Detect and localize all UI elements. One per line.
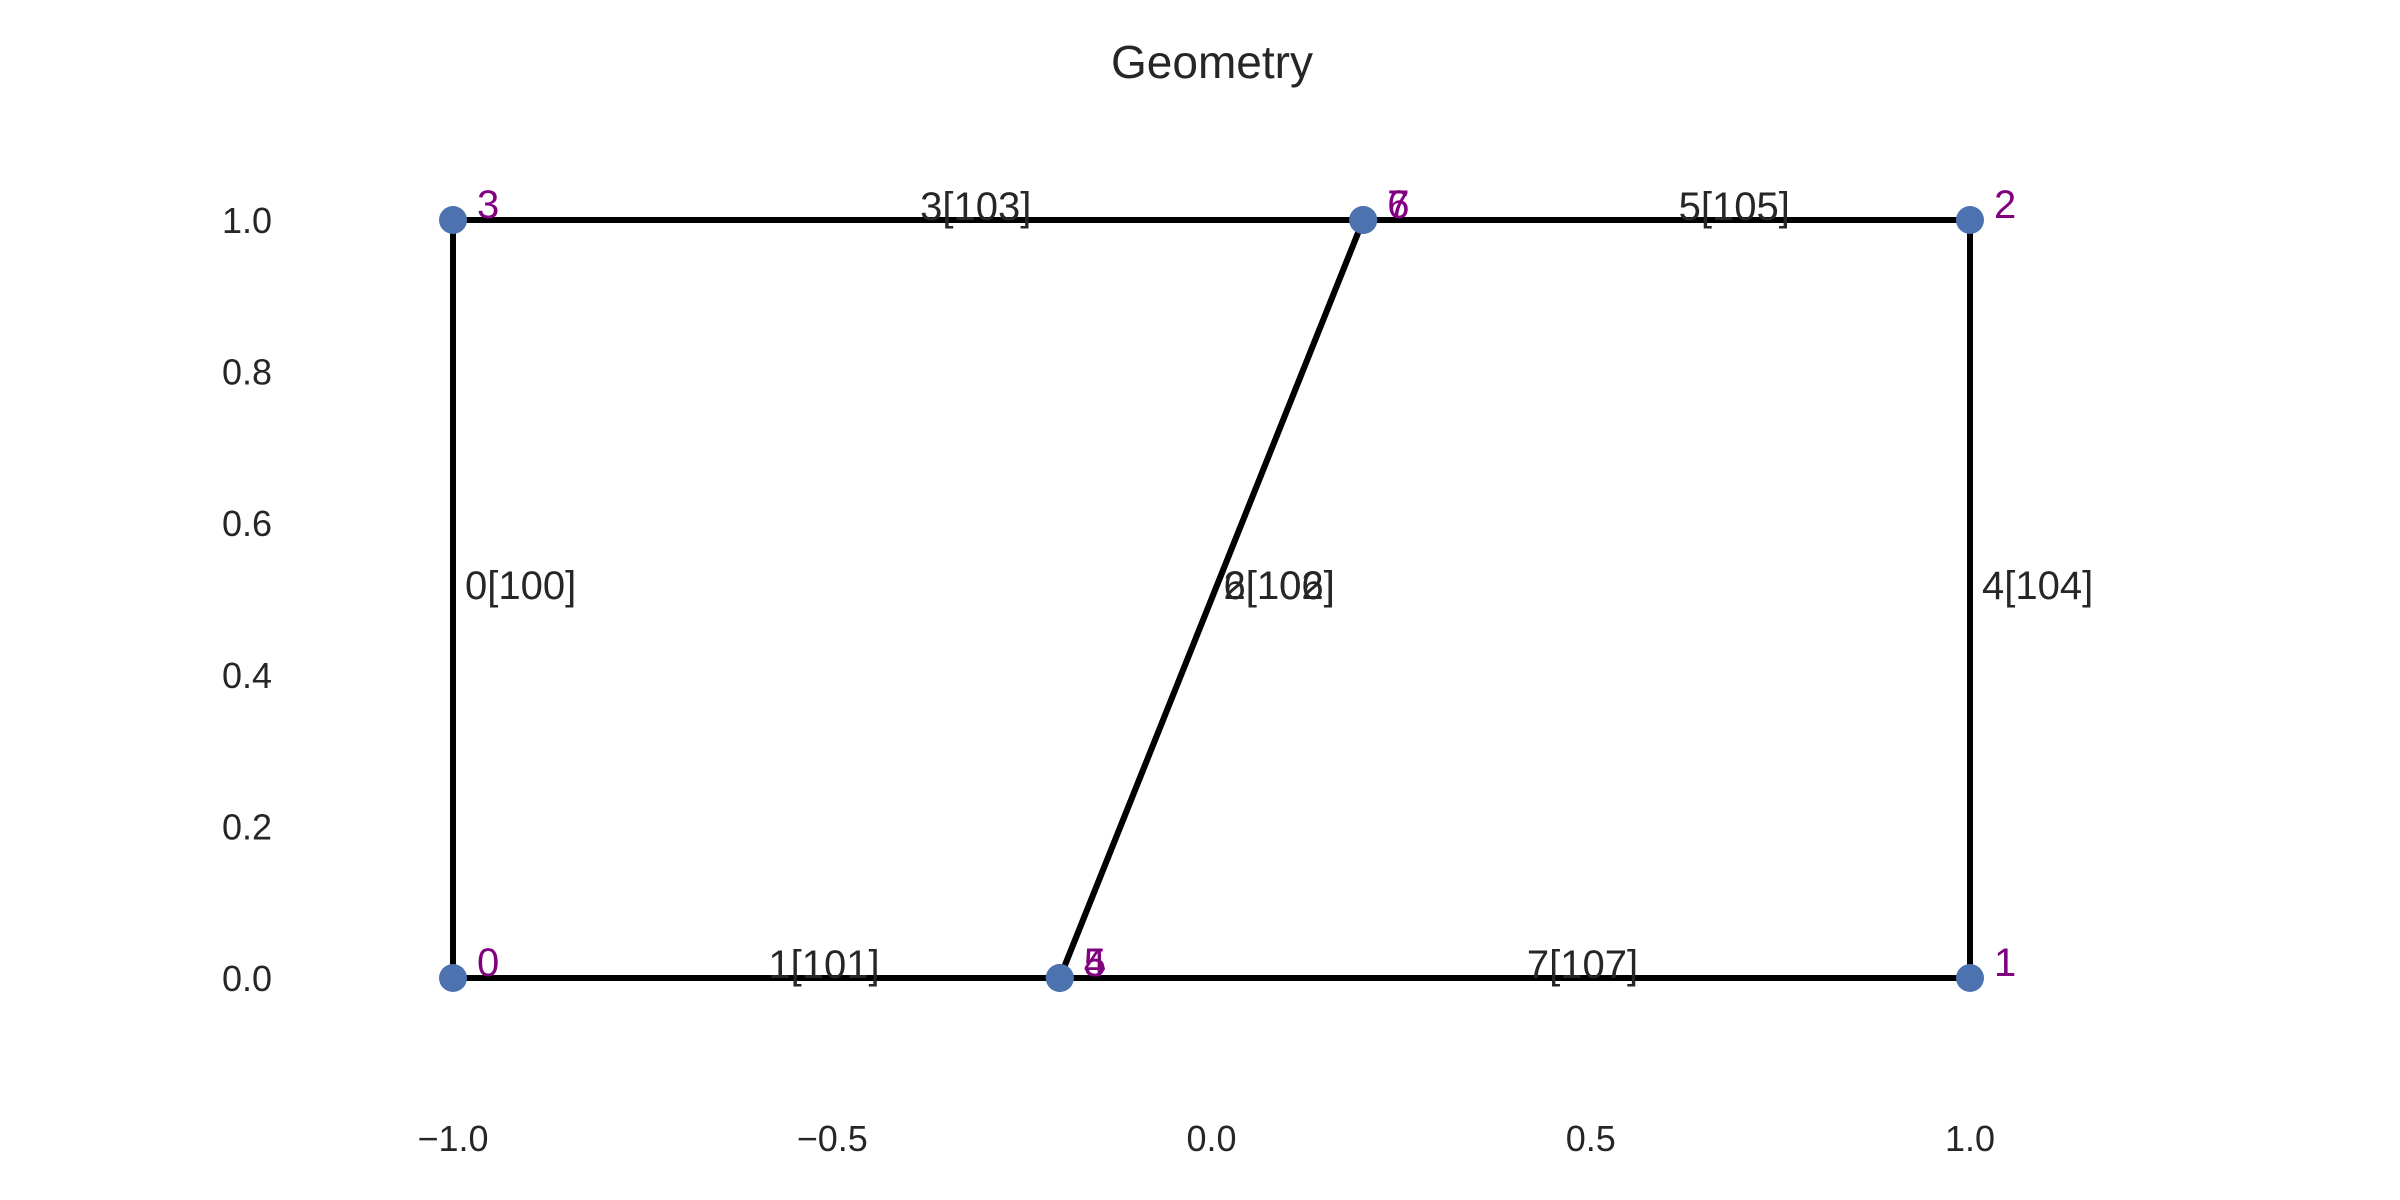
edge-lines	[450, 217, 1973, 981]
y-tick-label: 0.6	[222, 503, 272, 544]
node-point	[439, 964, 467, 992]
x-tick-label: 0.5	[1566, 1118, 1616, 1159]
edge-line	[1057, 218, 1366, 980]
edge-labels: 0[100] 1[101] 2[102] 3[103] 4[104] 5[105] 6[10…	[465, 185, 2093, 987]
x-tick-label: 0.0	[1186, 1118, 1236, 1159]
edge-label: 7[107]	[1527, 943, 1638, 987]
node-point	[439, 206, 467, 234]
edge-label: 1[101]	[768, 943, 879, 987]
x-tick-labels: −1.0 −0.5 0.0 0.5 1.0	[417, 1118, 1995, 1159]
x-tick-label: 1.0	[1945, 1118, 1995, 1159]
chart-title: Geometry	[1111, 36, 1313, 88]
node-label: 6	[1387, 183, 1409, 227]
node-label: 4	[1084, 941, 1106, 985]
node-points	[439, 206, 1984, 992]
y-tick-label: 1.0	[222, 200, 272, 241]
y-tick-label: 0.2	[222, 806, 272, 847]
edge-label: 2[102]	[1224, 564, 1335, 608]
edge-label: 0[100]	[465, 564, 576, 608]
x-tick-label: −1.0	[417, 1118, 488, 1159]
node-label: 3	[477, 183, 499, 227]
y-tick-label: 0.0	[222, 958, 272, 999]
edge-label: 6[106]	[1224, 564, 1335, 608]
node-label: 1	[1994, 941, 2016, 985]
edge-label: 4[104]	[1982, 564, 2093, 608]
edge-label: 3[103]	[920, 185, 1031, 229]
node-point	[1956, 206, 1984, 234]
edge-label: 5[105]	[1679, 185, 1790, 229]
node-point	[1045, 964, 1074, 992]
node-label: 7	[1387, 183, 1409, 227]
node-point	[1956, 964, 1984, 992]
node-label: 0	[477, 941, 499, 985]
y-tick-label: 0.4	[222, 655, 272, 696]
node-label: 2	[1994, 183, 2016, 227]
node-point	[1349, 206, 1378, 234]
y-tick-label: 0.8	[222, 352, 272, 393]
x-tick-label: −0.5	[797, 1118, 868, 1159]
node-label: 5	[1084, 941, 1106, 985]
y-tick-labels: 0.0 0.2 0.4 0.6 0.8 1.0	[222, 200, 272, 999]
